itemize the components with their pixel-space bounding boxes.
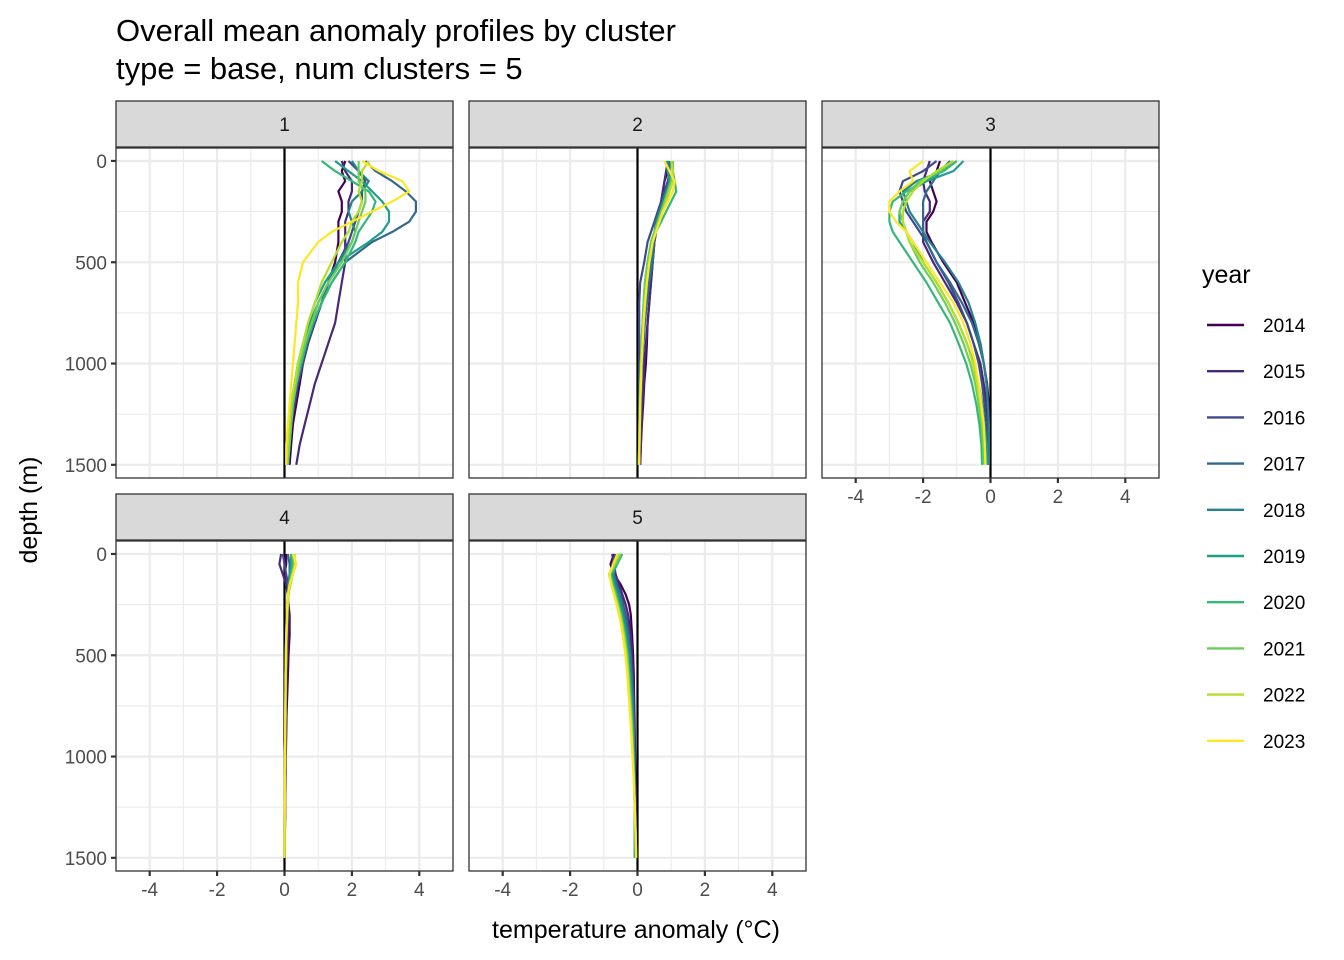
x-tick-label: -4 [141, 880, 158, 901]
y-tick-label: 1500 [65, 456, 107, 477]
legend-label: 2018 [1263, 501, 1305, 522]
legend-item-2021: 2021 [1207, 639, 1305, 660]
x-tick-label: 2 [347, 880, 358, 901]
x-tick-label: 0 [279, 880, 290, 901]
legend-label: 2022 [1263, 686, 1305, 707]
facet-panel-2: 2 [468, 100, 807, 479]
profile-line-2023 [638, 160, 676, 465]
facet-panel-5: 5 -4 -2 0 2 4 [468, 493, 807, 901]
chart-title: Overall mean anomaly profiles by cluster [116, 13, 676, 48]
facet-strip-label: 2 [632, 115, 643, 136]
facet-panel-1: 1 0 500 1000 1500 [65, 100, 454, 479]
facet-strip [821, 100, 1160, 148]
x-tick-label: 2 [1053, 487, 1064, 508]
facet-strip-label: 4 [279, 508, 290, 529]
legend-label: 2014 [1263, 316, 1306, 337]
profile-line-2020 [888, 160, 984, 465]
x-tick-label: -2 [562, 880, 579, 901]
facet-strip [468, 493, 807, 541]
facet-panel-4: 4 0 500 1000 1500 -4 -2 0 2 4 [65, 493, 454, 901]
facet-strip [115, 493, 454, 541]
facet-strip [115, 100, 454, 148]
profile-line-2022 [285, 160, 370, 465]
legend-label: 2015 [1263, 362, 1305, 383]
legend-title: year [1202, 261, 1251, 289]
facet-strip-label: 1 [279, 115, 290, 136]
legend-item-2015: 2015 [1207, 362, 1305, 383]
legend-item-2022: 2022 [1207, 686, 1305, 707]
legend-item-2020: 2020 [1207, 593, 1305, 614]
y-tick-label: 500 [75, 646, 107, 667]
legend-item-2016: 2016 [1207, 408, 1305, 429]
panel-border [115, 147, 454, 479]
y-tick-label: 1500 [65, 849, 107, 870]
x-tick-label: -2 [209, 880, 226, 901]
y-tick-label: 1000 [65, 748, 107, 769]
legend-label: 2019 [1263, 547, 1305, 568]
profile-line-2023 [283, 553, 298, 858]
facet-panel-3: 3 -4 -2 0 2 4 [821, 100, 1160, 508]
legend-label: 2021 [1263, 639, 1305, 660]
legend: year 2014 2015 2016 2017 2018 2019 2020 2021 202… [1202, 261, 1306, 753]
profile-lines [888, 160, 990, 465]
profile-line-2023 [285, 160, 411, 465]
y-tick-label: 500 [75, 253, 107, 274]
x-tick-label: 4 [767, 880, 778, 901]
chart-subtitle: type = base, num clusters = 5 [116, 51, 523, 86]
profile-line-2023 [608, 553, 638, 858]
legend-item-2014: 2014 [1207, 316, 1306, 337]
legend-label: 2020 [1263, 593, 1305, 614]
legend-item-2017: 2017 [1207, 455, 1305, 476]
profile-lines [278, 553, 298, 858]
legend-label: 2023 [1263, 732, 1305, 753]
x-tick-label: 0 [632, 880, 643, 901]
x-tick-label: 0 [985, 487, 996, 508]
y-axis-title: depth (m) [15, 457, 43, 564]
x-tick-label: 4 [1120, 487, 1131, 508]
y-tick-label: 0 [96, 545, 107, 566]
panel-border [468, 147, 807, 479]
profile-line-2021 [898, 160, 985, 465]
y-tick-label: 1000 [65, 355, 107, 376]
y-tick-label: 0 [96, 152, 107, 173]
x-tick-label: 2 [700, 880, 711, 901]
legend-item-2019: 2019 [1207, 547, 1305, 568]
legend-item-2018: 2018 [1207, 501, 1305, 522]
x-axis-title: temperature anomaly (°C) [492, 916, 780, 944]
facet-strip-label: 5 [632, 508, 643, 529]
facet-panels: 1 0 500 1000 1500 2 3 -4 -2 0 2 4 4 0 500 1000 1500 -4 -2 0… [65, 100, 1160, 901]
legend-label: 2016 [1263, 408, 1305, 429]
x-tick-label: -4 [847, 487, 864, 508]
legend-item-2023: 2023 [1207, 732, 1305, 753]
profile-lines [607, 553, 638, 858]
profile-line-2015 [295, 160, 353, 465]
x-tick-label: 4 [414, 880, 425, 901]
profile-line-2022 [901, 160, 987, 465]
profile-lines [637, 160, 678, 465]
profile-line-2023 [888, 160, 987, 465]
facet-strip-label: 3 [985, 115, 996, 136]
profile-line-2021 [286, 161, 367, 465]
profile-lines [285, 160, 417, 465]
x-tick-label: -2 [915, 487, 932, 508]
facet-strip [468, 100, 807, 148]
x-tick-label: -4 [494, 880, 511, 901]
legend-label: 2017 [1263, 455, 1305, 476]
